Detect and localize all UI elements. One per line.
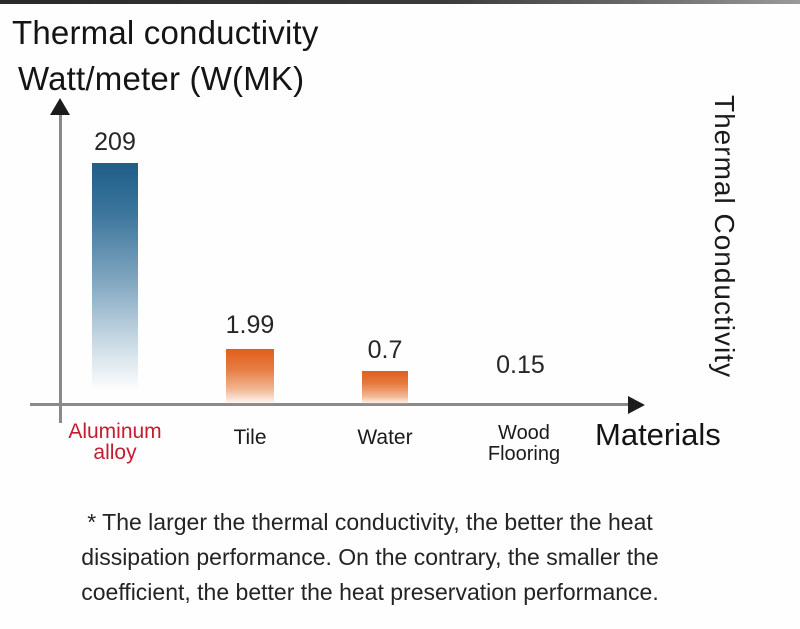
category-label-aluminum-line2: alloy — [93, 441, 137, 464]
x-axis-title: Materials — [595, 417, 721, 452]
footnote-line2: dissipation performance. On the contrary… — [81, 544, 659, 570]
footnote-line1: * The larger the thermal conductivity, t… — [87, 509, 653, 535]
bar-tile — [226, 349, 274, 405]
category-label-aluminum-line1: Aluminum — [68, 420, 162, 443]
x-axis-arrow-right-icon — [628, 396, 645, 414]
right-vertical-axis-title: Thermal Conductivity — [709, 94, 740, 378]
chart-title-line2: Watt/meter (W(MK) — [18, 60, 305, 97]
footnote-line3: coefficient, the better the heat preserv… — [81, 579, 659, 605]
category-label-wood-line1: Wood — [498, 422, 550, 444]
value-label-tile: 1.99 — [225, 311, 275, 339]
value-label-water: 0.7 — [367, 336, 403, 364]
top-edge-strip — [0, 0, 800, 4]
bar-wood-flooring — [497, 385, 544, 405]
value-label-wood: 0.15 — [496, 351, 545, 379]
category-label-aluminum-alloy: Aluminum alloy — [55, 421, 175, 463]
x-axis-line — [30, 403, 630, 406]
category-label-wood-line2: Flooring — [487, 443, 561, 465]
value-label-aluminum: 209 — [94, 128, 136, 156]
bar-aluminum-alloy — [92, 163, 138, 405]
bar-water — [362, 371, 408, 405]
y-axis-arrow-up-icon — [50, 98, 70, 115]
footnote: * The larger the thermal conductivity, t… — [22, 505, 718, 610]
category-label-wood-flooring: Wood Flooring — [476, 423, 572, 465]
category-label-tile: Tile — [233, 426, 267, 449]
category-label-water: Water — [357, 426, 413, 449]
chart-title-line1: Thermal conductivity — [12, 14, 319, 51]
y-axis-line — [59, 110, 62, 423]
